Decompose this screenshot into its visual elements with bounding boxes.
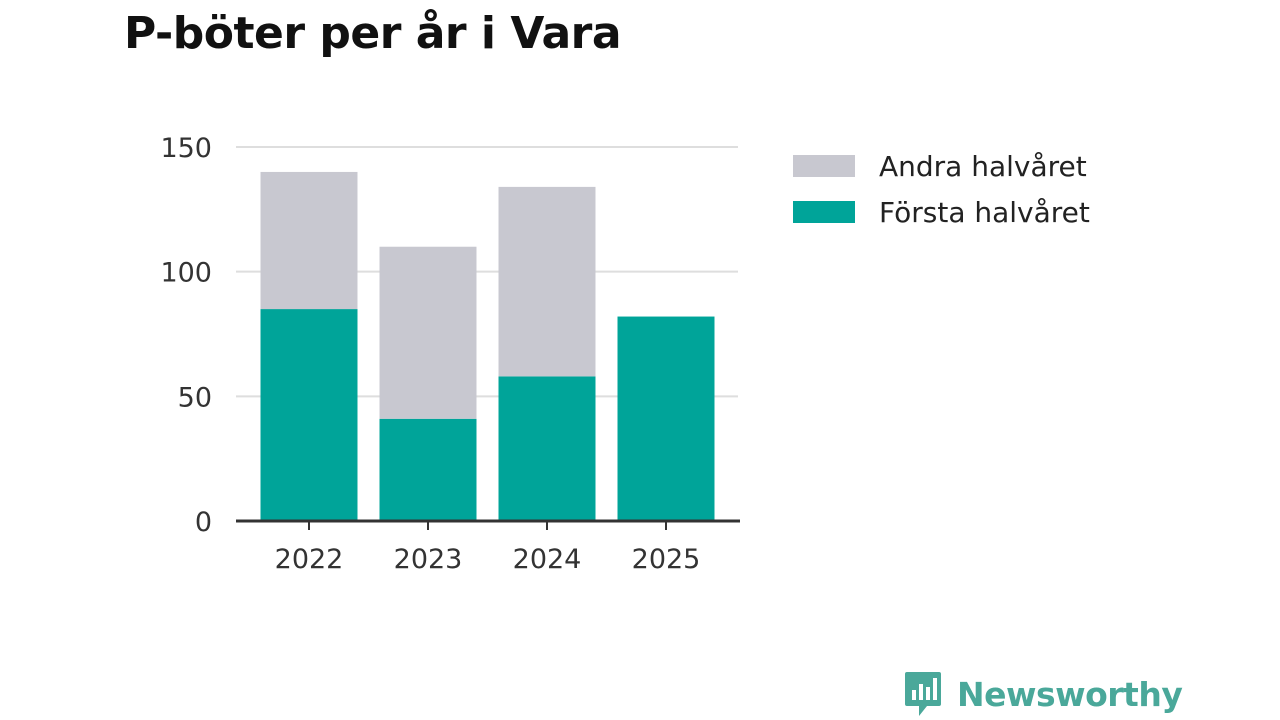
bars [260,171,715,521]
bar-segment [498,186,596,377]
bar-chart-speech-bubble-icon [905,672,941,716]
x-tick-label: 2024 [513,544,582,575]
axes: 0 50 100 150 2022 2023 2024 2025 [160,133,740,575]
bar-segment [260,309,358,521]
legend-swatch [793,201,855,223]
legend-label: Andra halvåret [879,150,1087,183]
bar-segment [617,316,715,521]
x-tick-label: 2023 [394,544,463,575]
bar-segment [379,418,477,521]
bar-segment [498,376,596,521]
chart-title: P-böter per år i Vara [124,8,622,59]
bar-segment [379,246,477,419]
y-tick-label: 150 [160,133,212,164]
legend-swatch [793,155,855,177]
x-tick-label: 2022 [275,544,344,575]
legend: Andra halvåret Första halvåret [793,150,1090,229]
bar-segment [260,171,358,310]
y-tick-label: 50 [178,382,212,413]
brand-name: Newsworthy [957,674,1183,714]
y-tick-label: 0 [195,507,212,538]
y-tick-label: 100 [160,258,212,289]
newsworthy-logo: Newsworthy [903,668,1183,720]
legend-label: Första halvåret [879,196,1090,229]
x-tick-label: 2025 [632,544,701,575]
